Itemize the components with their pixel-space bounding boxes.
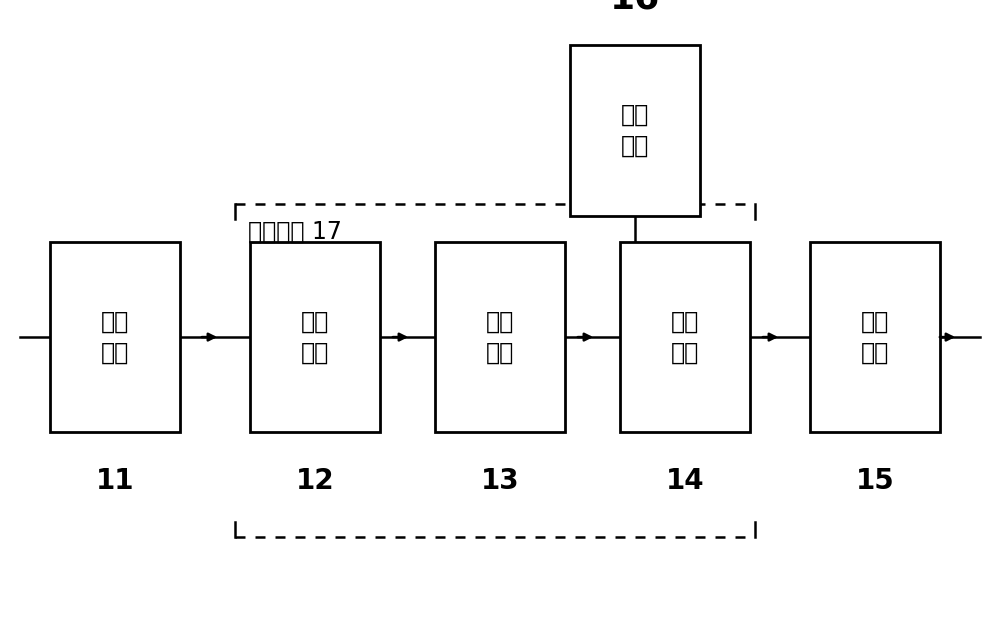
Text: 保温装置 17: 保温装置 17 — [248, 219, 342, 244]
Text: 16: 16 — [610, 0, 660, 16]
Text: 反应
装置: 反应 装置 — [486, 309, 514, 365]
Bar — [435, 242, 565, 432]
Text: 进料
装置: 进料 装置 — [101, 309, 129, 365]
Text: 14: 14 — [666, 467, 704, 495]
Text: 分配
装置: 分配 装置 — [301, 309, 329, 365]
Text: 采样
装置: 采样 装置 — [671, 309, 699, 365]
Bar — [620, 242, 750, 432]
Text: 12: 12 — [296, 467, 334, 495]
Text: 15: 15 — [856, 467, 894, 495]
Text: 分析
装置: 分析 装置 — [621, 102, 649, 158]
Text: 11: 11 — [96, 467, 134, 495]
Text: 出料
装置: 出料 装置 — [861, 309, 889, 365]
Bar — [250, 242, 380, 432]
Bar — [50, 242, 180, 432]
Bar — [810, 242, 940, 432]
Text: 13: 13 — [481, 467, 519, 495]
Bar — [570, 45, 700, 216]
